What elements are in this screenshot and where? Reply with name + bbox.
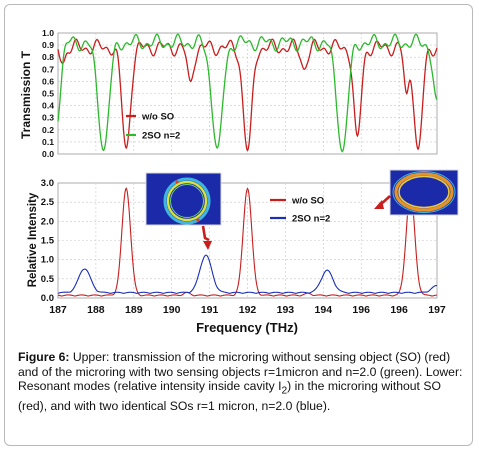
lower-xlabel: Frequency (THz) bbox=[196, 320, 298, 335]
y-tick-label: 0.8 bbox=[42, 52, 54, 62]
series-line-with-2so bbox=[57, 33, 438, 153]
legend-label: w/o SO bbox=[141, 112, 174, 123]
series-line-without-so bbox=[57, 187, 438, 297]
y-tick-label: 0.0 bbox=[41, 293, 54, 304]
legend-label: w/o SO bbox=[291, 196, 324, 207]
x-tick-label: 194 bbox=[315, 304, 333, 316]
x-tick-label: 197 bbox=[428, 304, 446, 316]
y-tick-label: 0.3 bbox=[42, 113, 54, 123]
y-tick-label: 0.6 bbox=[42, 76, 54, 86]
y-tick-label: 0.0 bbox=[42, 149, 54, 159]
inset-ring-without-so bbox=[389, 169, 459, 216]
y-tick-label: 3.0 bbox=[41, 178, 54, 189]
caption-label: Figure 6: bbox=[18, 350, 70, 364]
arrow-to-blue-peak bbox=[201, 225, 212, 250]
legend-label: 2SO n=2 bbox=[292, 214, 330, 225]
x-tick-label: 187 bbox=[49, 304, 67, 316]
caption-text: Upper: transmission of the microring wit… bbox=[18, 350, 463, 394]
x-tick-label: 189 bbox=[125, 304, 143, 316]
y-tick-label: 0.1 bbox=[42, 137, 54, 147]
inset-ring-with-so bbox=[145, 172, 222, 226]
y-tick-label: 1.0 bbox=[41, 255, 54, 266]
x-tick-label: 191 bbox=[201, 304, 219, 316]
x-tick-label: 192 bbox=[239, 304, 257, 316]
arrow-to-red-peak bbox=[374, 195, 391, 209]
y-tick-label: 2.5 bbox=[41, 197, 55, 208]
y-tick-label: 0.9 bbox=[42, 40, 54, 50]
x-tick-label: 188 bbox=[87, 304, 105, 316]
y-tick-label: 1.5 bbox=[41, 236, 55, 247]
figure-caption: Figure 6: Upper: transmission of the mic… bbox=[18, 350, 466, 414]
y-tick-label: 0.5 bbox=[41, 274, 55, 285]
y-tick-label: 2.0 bbox=[41, 216, 54, 227]
y-tick-label: 0.4 bbox=[42, 101, 54, 111]
x-tick-label: 190 bbox=[163, 304, 181, 316]
y-tick-label: 0.7 bbox=[42, 64, 54, 74]
series-line-with-2so bbox=[57, 254, 438, 294]
y-tick-label: 1.0 bbox=[42, 28, 54, 38]
y-tick-label: 0.2 bbox=[42, 125, 54, 135]
x-tick-label: 196 bbox=[352, 304, 370, 316]
upper-ylabel: Transmission T bbox=[19, 50, 33, 139]
x-tick-label: 193 bbox=[277, 304, 295, 316]
x-tick-label: 196 bbox=[390, 304, 408, 316]
lower-ylabel: Relative Intensity bbox=[27, 192, 39, 287]
caption-text-end: ) in the microring without SO (red), and… bbox=[18, 379, 441, 414]
legend-label: 2SO n=2 bbox=[142, 131, 180, 142]
y-tick-label: 0.5 bbox=[42, 89, 54, 99]
series-line-without-so bbox=[57, 38, 438, 152]
caption-subscript: 2 bbox=[281, 385, 288, 397]
